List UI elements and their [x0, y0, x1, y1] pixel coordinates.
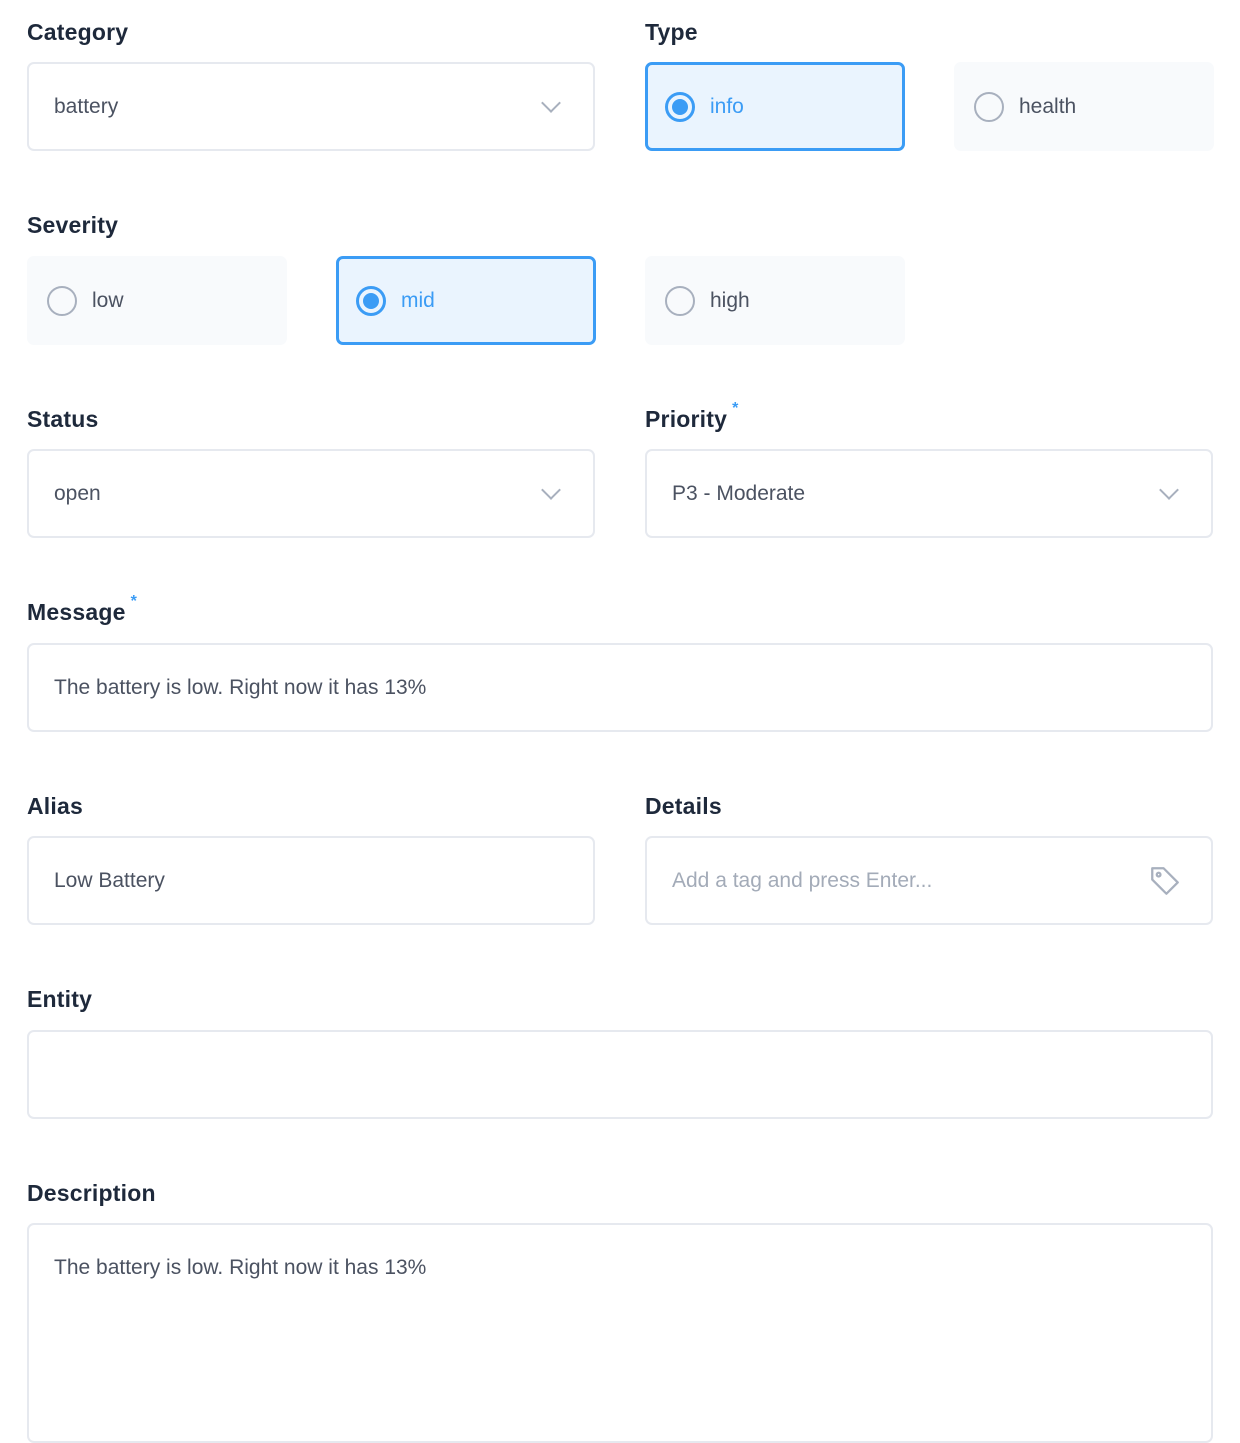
- type-option-health[interactable]: health: [954, 62, 1214, 151]
- alias-input[interactable]: Low Battery: [27, 836, 595, 925]
- severity-option-high[interactable]: high: [645, 256, 905, 345]
- category-label: Category: [27, 19, 129, 45]
- required-mark: *: [130, 593, 138, 610]
- radio-unchecked-icon: [974, 91, 1004, 122]
- type-option-info[interactable]: info: [645, 62, 905, 151]
- status-value: open: [54, 481, 101, 505]
- priority-label-text: Priority: [645, 406, 728, 432]
- tag-icon: [1151, 866, 1179, 895]
- status-label: Status: [27, 406, 99, 432]
- option-label: info: [710, 94, 744, 118]
- message-label: Message *: [27, 593, 137, 626]
- description-label: Description: [27, 1180, 156, 1206]
- alias-label: Alias: [27, 793, 83, 819]
- category-select[interactable]: battery: [27, 62, 595, 151]
- radio-checked-icon: [356, 285, 386, 316]
- category-value: battery: [54, 94, 119, 118]
- radio-unchecked-icon: [47, 285, 77, 316]
- priority-label: Priority *: [645, 400, 739, 433]
- message-input[interactable]: The battery is low. Right now it has 13%: [27, 643, 1213, 732]
- message-label-text: Message: [27, 599, 126, 625]
- priority-select[interactable]: P3 - Moderate: [645, 449, 1213, 538]
- radio-checked-icon: [665, 91, 695, 122]
- details-label: Details: [645, 793, 722, 819]
- radio-unchecked-icon: [665, 285, 695, 316]
- severity-option-mid[interactable]: mid: [336, 256, 596, 345]
- message-value: The battery is low. Right now it has 13%: [54, 675, 427, 699]
- required-mark: *: [732, 400, 739, 417]
- entity-label: Entity: [27, 986, 93, 1012]
- details-tag-input[interactable]: Add a tag and press Enter...: [645, 836, 1213, 925]
- severity-option-low[interactable]: low: [27, 256, 287, 345]
- status-select[interactable]: open: [27, 449, 595, 538]
- chevron-down-icon: [541, 479, 561, 500]
- description-value: The battery is low. Right now it has 13%: [54, 1256, 427, 1279]
- entity-input[interactable]: [27, 1030, 1213, 1119]
- type-label: Type: [645, 19, 698, 45]
- option-label: mid: [401, 288, 435, 312]
- option-label: low: [92, 288, 124, 312]
- description-textarea[interactable]: The battery is low. Right now it has 13%: [27, 1223, 1213, 1443]
- severity-label: Severity: [27, 212, 119, 238]
- details-placeholder: Add a tag and press Enter...: [672, 868, 933, 892]
- chevron-down-icon: [1159, 479, 1179, 500]
- priority-value: P3 - Moderate: [672, 481, 806, 505]
- option-label: health: [1019, 94, 1077, 118]
- chevron-down-icon: [541, 92, 561, 113]
- option-label: high: [710, 288, 750, 312]
- alias-value: Low Battery: [54, 868, 165, 892]
